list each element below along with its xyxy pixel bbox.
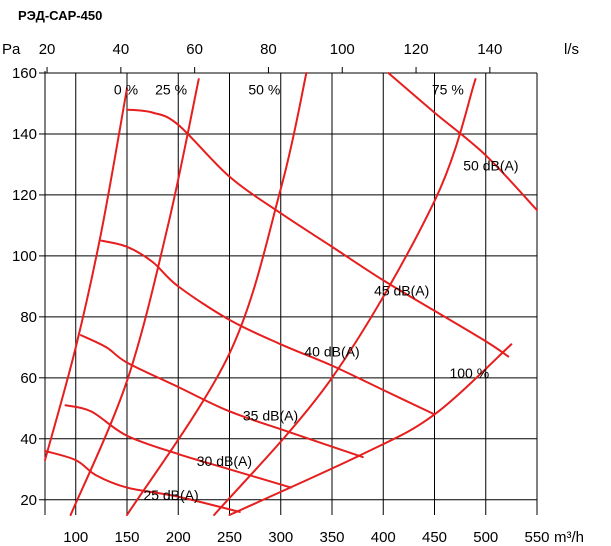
- curve-annotation-3: 75 %: [432, 81, 464, 97]
- x-tick-label-250: 250: [217, 529, 242, 546]
- x2-axis-unit: l/s: [564, 41, 579, 58]
- x-tick-label-400: 400: [371, 529, 396, 546]
- curve-annotation-5: 50 dB(A): [463, 158, 518, 174]
- damper-curve-0: [44, 87, 128, 462]
- y-tick-label-80: 80: [20, 309, 37, 326]
- x-axis-unit: m³/h: [554, 529, 584, 546]
- x2-tick-label-60: 60: [186, 41, 203, 58]
- sound-curve-4: [126, 108, 510, 358]
- x-tick-label-550: 550: [524, 529, 549, 546]
- x-tick-label-300: 300: [268, 529, 293, 546]
- x-tick-label-100: 100: [63, 529, 88, 546]
- curve-annotation-0: 0 %: [114, 81, 138, 97]
- curve-annotation-7: 40 dB(A): [304, 343, 359, 359]
- labels: 100 150 200 250 300 350 400 450 500 550 20 40 60 80 10…: [2, 41, 584, 546]
- x-tick-label-500: 500: [473, 529, 498, 546]
- y-tick-label-60: 60: [20, 370, 37, 387]
- sound-curve-5: [387, 72, 538, 212]
- curve-annotation-10: 25 dB(A): [143, 487, 198, 503]
- curve-annotation-2: 50 %: [248, 81, 280, 97]
- x2-tick-label-140: 140: [477, 41, 502, 58]
- y-tick-label-20: 20: [20, 492, 37, 509]
- curve-annotation-8: 35 dB(A): [243, 408, 298, 424]
- x-tick-label-200: 200: [166, 529, 191, 546]
- sound-curve-0: [44, 449, 241, 513]
- curve-annotation-4: 100 %: [449, 365, 489, 381]
- x-tick-label-150: 150: [114, 529, 139, 546]
- y-tick-label-100: 100: [12, 248, 37, 265]
- y-axis-unit: Pa: [2, 41, 21, 58]
- curves: [44, 72, 538, 516]
- x-tick-label-450: 450: [422, 529, 447, 546]
- y-tick-label-160: 160: [12, 65, 37, 82]
- damper-curve-4: [228, 343, 513, 516]
- y-tick-label-40: 40: [20, 431, 37, 448]
- y-tick-label-120: 120: [12, 187, 37, 204]
- x2-tick-label-20: 20: [39, 41, 56, 58]
- damper-curve-3: [213, 78, 477, 516]
- grid: [39, 67, 538, 515]
- y-tick-label-140: 140: [12, 126, 37, 143]
- damper-curve-1: [69, 78, 200, 516]
- sound-curve-2: [79, 334, 364, 459]
- x2-tick-label-40: 40: [113, 41, 130, 58]
- sound-curve-1: [64, 404, 292, 489]
- x2-tick-label-80: 80: [260, 41, 277, 58]
- curve-annotation-1: 25 %: [155, 81, 187, 97]
- chart-title: РЭД-САР-450: [18, 8, 103, 23]
- damper-curve-2: [126, 72, 308, 516]
- x2-tick-label-100: 100: [330, 41, 355, 58]
- curve-annotation-6: 45 dB(A): [374, 283, 429, 299]
- curve-annotation-9: 30 dB(A): [197, 453, 252, 469]
- x2-tick-label-120: 120: [404, 41, 429, 58]
- sound-curve-3: [100, 239, 436, 416]
- x-tick-label-350: 350: [319, 529, 344, 546]
